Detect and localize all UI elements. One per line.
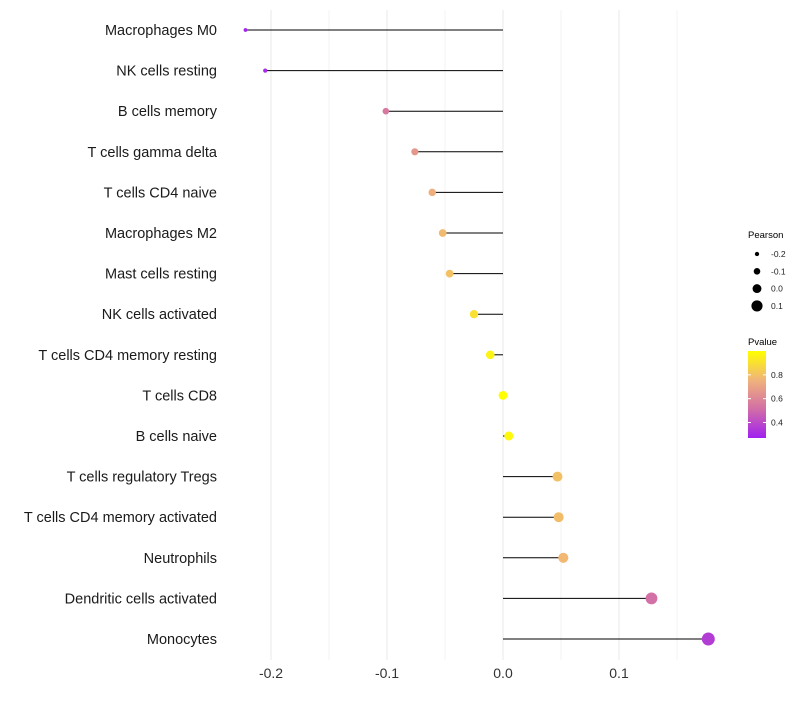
color-legend-bar (748, 351, 766, 438)
category-label: Macrophages M0 (105, 23, 217, 39)
x-tick-label: -0.2 (259, 665, 283, 681)
color-legend: Pvalue 0.8 0.6 0.4 (748, 337, 783, 438)
size-legend-label: -0.2 (771, 249, 786, 259)
color-legend-label: 0.8 (771, 370, 783, 380)
data-point (552, 471, 563, 482)
data-point (558, 552, 569, 563)
color-legend-label: 0.4 (771, 418, 783, 428)
data-point (485, 350, 495, 360)
point-layer (243, 28, 715, 646)
data-point (263, 68, 268, 73)
data-point (411, 148, 419, 156)
size-legend-title: Pearson (748, 230, 783, 241)
category-label: NK cells resting (116, 64, 217, 80)
data-point (438, 229, 447, 237)
size-legend-label: -0.1 (771, 266, 786, 276)
data-point (382, 107, 390, 115)
size-legend-label: 0.0 (771, 284, 783, 294)
size-legend-key (753, 268, 761, 275)
category-label: Dendritic cells activated (65, 591, 217, 607)
data-point (498, 390, 508, 400)
x-tick-label: 0.0 (493, 665, 513, 681)
category-label: B cells memory (118, 104, 218, 120)
category-label: T cells CD4 memory resting (38, 348, 217, 364)
size-legend-key (752, 284, 762, 294)
category-label: T cells CD4 memory activated (24, 510, 217, 526)
size-legend-key (751, 300, 763, 312)
category-label: T cells CD8 (142, 388, 217, 404)
data-point (243, 28, 248, 32)
color-legend-title: Pvalue (748, 337, 777, 348)
y-axis-labels: Macrophages M0 NK cells resting B cells me… (24, 23, 218, 648)
category-label: NK cells activated (102, 307, 217, 323)
data-point (445, 269, 454, 278)
stem-layer (245, 29, 709, 640)
data-point (645, 592, 658, 605)
data-point (428, 188, 436, 197)
data-point (504, 431, 514, 441)
data-point (469, 310, 479, 319)
x-axis-ticks: -0.2 -0.1 0.0 0.1 (259, 665, 629, 681)
size-legend-key (754, 251, 760, 257)
size-legend: Pearson -0.2 -0.1 0.0 0.1 (748, 230, 786, 312)
category-label: Monocytes (147, 632, 217, 648)
x-tick-label: -0.1 (375, 665, 399, 681)
category-label: B cells naive (136, 429, 217, 445)
category-label: Neutrophils (144, 551, 217, 567)
category-label: T cells regulatory Tregs (67, 470, 217, 486)
size-legend-label: 0.1 (771, 301, 783, 311)
data-point (701, 632, 715, 646)
category-label: T cells gamma delta (88, 145, 218, 161)
x-tick-label: 0.1 (609, 665, 629, 681)
category-label: T cells CD4 naive (104, 185, 217, 201)
category-label: Macrophages M2 (105, 226, 217, 242)
grid-layer (270, 10, 678, 660)
category-label: Mast cells resting (105, 267, 217, 283)
color-legend-label: 0.6 (771, 394, 783, 404)
data-point (553, 512, 564, 523)
